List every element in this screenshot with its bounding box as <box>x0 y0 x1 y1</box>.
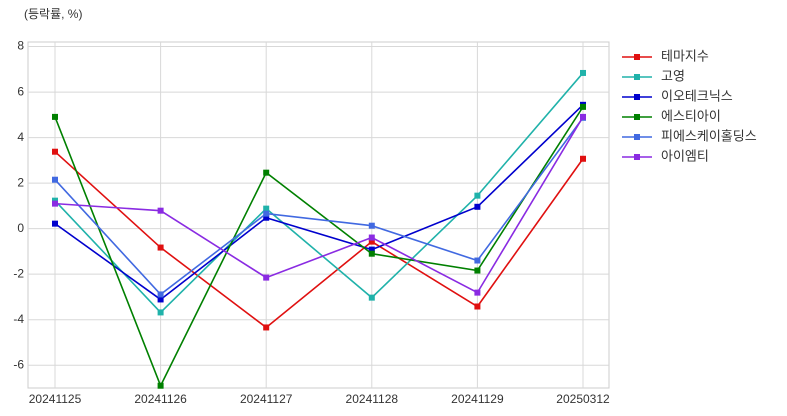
point <box>368 222 375 229</box>
point <box>52 113 58 120</box>
legend-label: 피에스케이홀딩스 <box>661 128 757 143</box>
x-tick-label: 20241125 <box>29 392 82 406</box>
point <box>474 267 481 274</box>
point <box>474 303 481 310</box>
point <box>368 250 375 257</box>
point <box>580 155 586 162</box>
legend-label: 테마지수 <box>661 48 709 63</box>
point <box>157 244 164 251</box>
point <box>157 207 164 214</box>
point <box>263 210 270 217</box>
series-line <box>54 151 584 329</box>
point <box>368 246 375 253</box>
point <box>474 192 481 199</box>
point <box>263 214 270 221</box>
legend-label: 아이엠티 <box>661 148 709 163</box>
legend-marker <box>634 54 640 60</box>
point <box>52 148 58 155</box>
point <box>368 238 375 245</box>
x-tick-label: 20241127 <box>240 392 293 406</box>
point <box>263 274 270 281</box>
legend-marker <box>634 94 640 100</box>
point <box>474 289 481 296</box>
legend-marker <box>634 154 640 160</box>
plot-area <box>27 41 610 389</box>
y-tick-label: 8 <box>17 39 24 53</box>
x-tick-label: 20241126 <box>134 392 187 406</box>
x-tick-label: 20250312 <box>556 392 610 406</box>
point <box>263 324 270 331</box>
y-tick-label: -4 <box>13 312 24 326</box>
point <box>157 296 164 303</box>
point <box>52 220 58 227</box>
series-line <box>54 117 584 296</box>
point <box>368 234 375 241</box>
point <box>474 257 481 264</box>
legend-label: 고영 <box>661 68 685 83</box>
legend-marker <box>634 74 640 80</box>
point <box>580 113 586 120</box>
series-line <box>54 104 584 301</box>
legend-label: 에스티아이 <box>661 108 721 123</box>
legend-label: 이오테크닉스 <box>661 88 733 103</box>
point <box>157 309 164 316</box>
y-tick-label: 2 <box>17 175 24 189</box>
point <box>474 203 481 210</box>
point <box>263 169 270 176</box>
series-line <box>54 72 584 314</box>
point <box>157 291 164 298</box>
point <box>52 200 58 207</box>
point <box>580 69 586 76</box>
y-axis-label: (등락률, %) <box>24 7 82 21</box>
series-line <box>54 106 584 388</box>
point <box>263 205 270 212</box>
y-tick-label: -6 <box>13 357 24 371</box>
point <box>368 294 375 301</box>
y-tick-label: -2 <box>13 266 24 280</box>
series-line <box>54 116 584 294</box>
y-tick-label: 0 <box>17 221 24 235</box>
legend-marker <box>634 134 640 140</box>
point <box>580 103 586 110</box>
point <box>52 176 58 183</box>
x-tick-label: 20241129 <box>451 392 504 406</box>
y-tick-label: 6 <box>17 84 24 98</box>
point <box>157 382 164 389</box>
x-tick-label: 20241128 <box>346 392 399 406</box>
y-tick-label: 4 <box>17 130 24 144</box>
legend-marker <box>634 114 640 120</box>
